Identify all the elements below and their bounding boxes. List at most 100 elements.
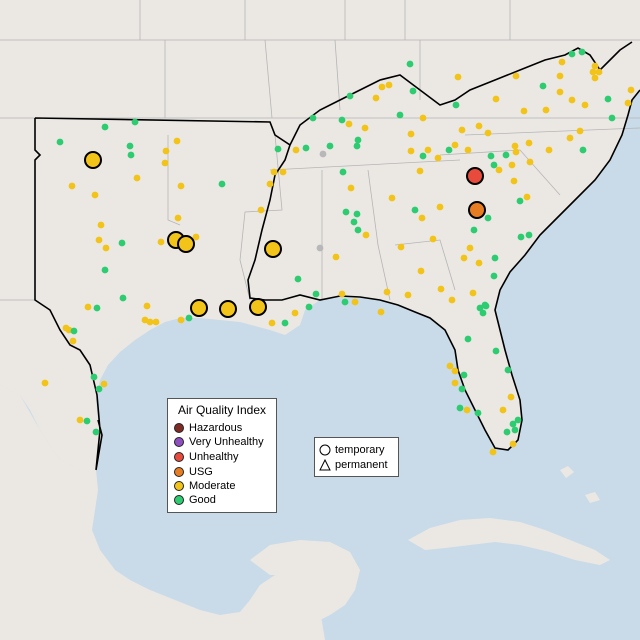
monitor-dot[interactable] [514,416,522,424]
monitor-dot[interactable] [95,236,103,244]
monitor-dot[interactable] [95,385,103,393]
monitor-dot[interactable] [509,420,517,428]
monitor-dot[interactable] [354,136,362,144]
monitor-dot[interactable] [464,335,472,343]
monitor-dot[interactable] [174,214,182,222]
monitor-dot[interactable] [292,146,300,154]
monitor-dot[interactable] [479,309,487,317]
monitor-dot[interactable] [353,210,361,218]
monitor-dot[interactable] [474,409,482,417]
monitor-dot[interactable] [579,146,587,154]
monitor-dot[interactable] [446,362,454,370]
monitor-dot[interactable] [372,94,380,102]
monitor-dot[interactable] [502,151,510,159]
monitor-dot[interactable] [56,138,64,146]
monitor-dot[interactable] [525,231,533,239]
monitor-dot[interactable] [424,146,432,154]
monitor-dot[interactable] [305,303,313,311]
monitor-circle-moderate[interactable] [219,300,237,318]
monitor-dot[interactable] [279,168,287,176]
monitor-dot[interactable] [268,319,276,327]
monitor-dot[interactable] [469,289,477,297]
monitor-dot[interactable] [608,114,616,122]
monitor-dot[interactable] [510,177,518,185]
monitor-dot[interactable] [302,144,310,152]
monitor-dot[interactable] [257,206,265,214]
monitor-dot[interactable] [492,95,500,103]
monitor-dot[interactable] [312,290,320,298]
monitor-dot[interactable] [591,62,599,70]
monitor-dot[interactable] [152,318,160,326]
monitor-dot[interactable] [341,298,349,306]
monitor-dot[interactable] [512,72,520,80]
monitor-dot[interactable] [508,161,516,169]
monitor-dot[interactable] [173,137,181,145]
monitor-dot[interactable] [161,159,169,167]
monitor-dot[interactable] [511,142,519,150]
monitor-dot[interactable] [92,428,100,436]
monitor-dot[interactable] [568,96,576,104]
monitor-circle-unhealthy[interactable] [466,167,484,185]
monitor-dot[interactable] [270,168,278,176]
monitor-dot[interactable] [490,272,498,280]
monitor-circle-moderate[interactable] [84,151,102,169]
monitor-dot[interactable] [520,107,528,115]
monitor-dot[interactable] [326,142,334,150]
monitor-dot[interactable] [388,194,396,202]
monitor-dot[interactable] [350,218,358,226]
monitor-dot[interactable] [503,428,511,436]
monitor-circle-moderate[interactable] [249,298,267,316]
monitor-dot[interactable] [281,319,289,327]
monitor-dot[interactable] [460,254,468,262]
monitor-dot[interactable] [445,146,453,154]
monitor-dot[interactable] [419,114,427,122]
monitor-dot[interactable] [523,193,531,201]
monitor-dot[interactable] [351,298,359,306]
monitor-dot[interactable] [177,316,185,324]
monitor-dot[interactable] [76,416,84,424]
monitor-dot[interactable] [406,60,414,68]
monitor-dot[interactable] [396,111,404,119]
monitor-dot[interactable] [416,167,424,175]
monitor-circle-usg[interactable] [468,201,486,219]
monitor-dot[interactable] [458,385,466,393]
monitor-dot[interactable] [481,301,489,309]
monitor-dot[interactable] [490,161,498,169]
monitor-dot[interactable] [69,337,77,345]
monitor-dot[interactable] [452,101,460,109]
monitor-dot[interactable] [451,141,459,149]
monitor-dot[interactable] [347,184,355,192]
monitor-dot[interactable] [411,206,419,214]
monitor-dot[interactable] [539,82,547,90]
monitor-dot[interactable] [291,309,299,317]
monitor-dot[interactable] [185,314,193,322]
monitor-dot[interactable] [192,233,200,241]
monitor-dot[interactable] [407,130,415,138]
monitor-dot[interactable] [504,366,512,374]
monitor-dot[interactable] [458,126,466,134]
monitor-dot[interactable] [495,166,503,174]
monitor-dot[interactable] [409,87,417,95]
monitor-dot[interactable] [507,393,515,401]
monitor-dot[interactable] [353,142,361,150]
monitor-dot[interactable] [177,182,185,190]
monitor-dot[interactable] [451,379,459,387]
monitor-dot[interactable] [118,239,126,247]
monitor-dot[interactable] [332,253,340,261]
monitor-dot[interactable] [419,152,427,160]
monitor-dot[interactable] [397,243,405,251]
monitor-dot[interactable] [448,296,456,304]
monitor-dot[interactable] [475,259,483,267]
monitor-dot[interactable] [157,238,165,246]
monitor-dot[interactable] [338,290,346,298]
monitor-dot[interactable] [126,142,134,150]
monitor-dot[interactable] [338,116,346,124]
monitor-dot[interactable] [475,122,483,130]
monitor-dot[interactable] [437,285,445,293]
monitor-dot[interactable] [339,168,347,176]
monitor-dot[interactable] [454,73,462,81]
monitor-dot[interactable] [484,214,492,222]
monitor-dot[interactable] [470,226,478,234]
monitor-dot[interactable] [361,124,369,132]
monitor-dot[interactable] [274,145,282,153]
